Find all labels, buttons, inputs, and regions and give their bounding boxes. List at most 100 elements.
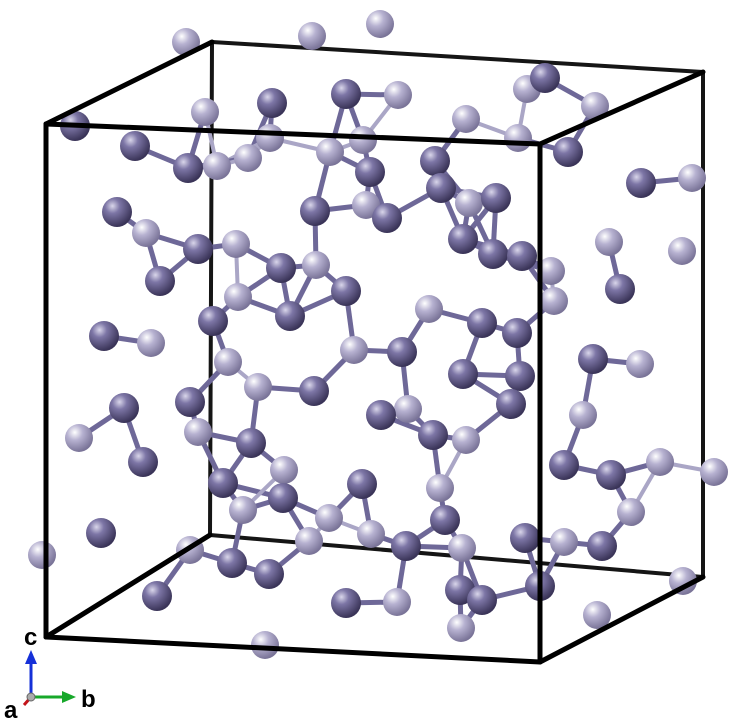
atom (315, 504, 343, 532)
atom (198, 306, 228, 336)
atom (553, 137, 583, 167)
atom (605, 274, 635, 304)
atom (234, 144, 262, 172)
atom (331, 588, 361, 618)
atom (340, 336, 368, 364)
atom (299, 376, 329, 406)
atom (700, 458, 728, 486)
atom (646, 448, 674, 476)
atom (504, 124, 532, 152)
atom (302, 251, 330, 279)
atom (65, 424, 93, 452)
atom (452, 105, 480, 133)
atom (496, 389, 526, 419)
atom (203, 152, 231, 180)
atom (270, 456, 298, 484)
atom (173, 153, 203, 183)
c-axis-arrowhead (25, 650, 37, 664)
atom (109, 393, 139, 423)
atom (229, 496, 257, 524)
atom (530, 63, 560, 93)
atom (426, 173, 456, 203)
atom (505, 361, 535, 391)
atom (256, 124, 284, 152)
atom (626, 350, 654, 378)
atom (507, 241, 537, 271)
atom (587, 531, 617, 561)
atom (366, 10, 394, 38)
atom (175, 387, 205, 417)
atom (372, 203, 402, 233)
atoms (28, 10, 728, 659)
atom (617, 498, 645, 526)
atom (426, 474, 454, 502)
atom (28, 541, 56, 569)
atom (467, 308, 497, 338)
atom (448, 359, 478, 389)
atom (448, 534, 476, 562)
atom (120, 131, 150, 161)
atom (596, 460, 626, 490)
atom (184, 418, 212, 446)
atom (448, 224, 478, 254)
atom (578, 344, 608, 374)
atom (355, 157, 385, 187)
atom (455, 189, 483, 217)
atom (89, 321, 119, 351)
atom (352, 191, 380, 219)
atom (137, 329, 165, 357)
atom (595, 228, 623, 256)
atom (420, 146, 450, 176)
atom (549, 450, 579, 480)
atom (384, 81, 412, 109)
atom (678, 164, 706, 192)
atom (145, 266, 175, 296)
atom (394, 395, 422, 423)
atom (251, 631, 279, 659)
atom (447, 614, 475, 642)
atom (668, 237, 696, 265)
atom (510, 523, 540, 553)
atom (366, 400, 396, 430)
atom (266, 253, 296, 283)
atom (257, 88, 287, 118)
atom (208, 468, 238, 498)
atom (142, 581, 172, 611)
atom (349, 126, 377, 154)
atom (132, 219, 160, 247)
atom (347, 469, 377, 499)
axis-origin (26, 692, 36, 702)
atom (183, 234, 213, 264)
atom (430, 505, 460, 535)
atom (569, 401, 597, 429)
b-axis-label: b (81, 686, 96, 713)
b-axis-arrowhead (62, 691, 76, 703)
atom (331, 276, 361, 306)
atom (481, 183, 511, 213)
atom (452, 426, 480, 454)
atom (224, 283, 252, 311)
atom (191, 98, 219, 126)
atom (316, 138, 344, 166)
axis-indicator: c a b (4, 624, 96, 720)
atom (478, 239, 508, 269)
atom (502, 318, 532, 348)
atom (102, 197, 132, 227)
atom (391, 531, 421, 561)
atom (268, 483, 298, 513)
atom (295, 527, 323, 555)
atom (298, 22, 326, 50)
c-axis-label: c (24, 624, 37, 651)
atom (669, 567, 697, 595)
atom (357, 520, 385, 548)
atom (550, 528, 578, 556)
atom (626, 168, 656, 198)
atom (254, 559, 284, 589)
atom (583, 601, 611, 629)
atom (217, 548, 247, 578)
atom (86, 518, 116, 548)
atom (214, 348, 242, 376)
atom (383, 588, 411, 616)
a-axis-label: a (4, 697, 18, 720)
